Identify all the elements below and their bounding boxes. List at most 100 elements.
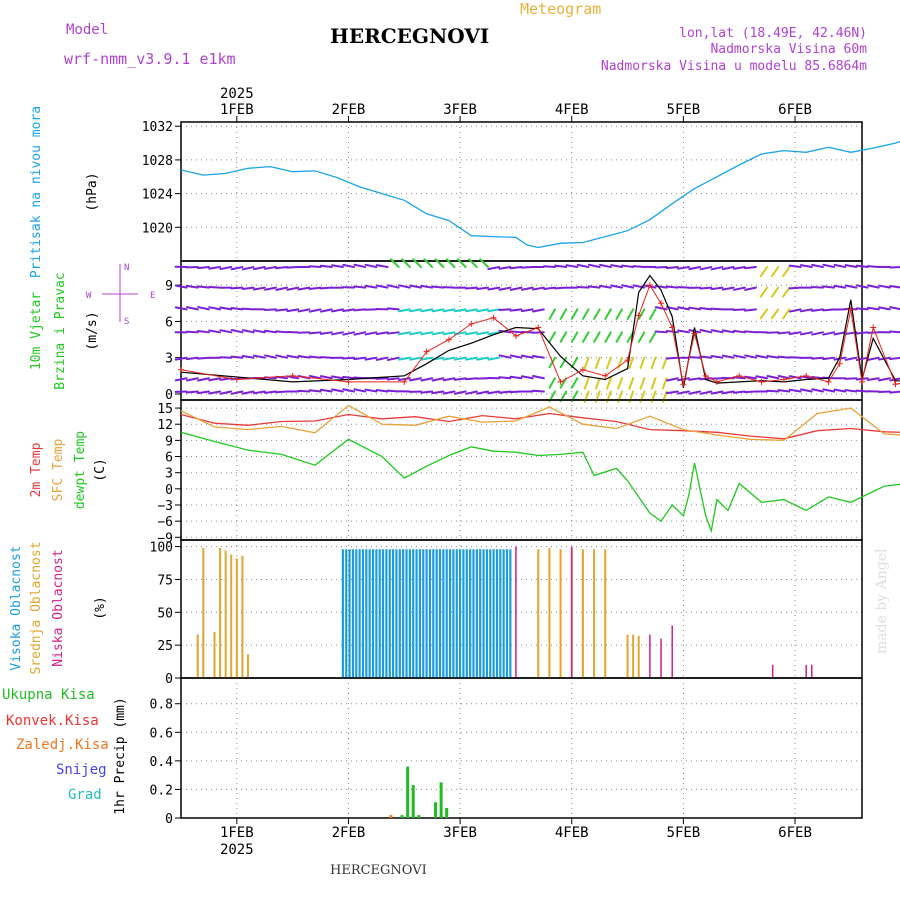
wind-arrow xyxy=(677,266,690,270)
cloud-ylabel-text-1: Visoka Oblacnost xyxy=(9,545,24,670)
wind-arrow xyxy=(770,266,780,278)
wind-arrow xyxy=(777,389,791,393)
gust-marker xyxy=(423,348,430,355)
wind-arrow xyxy=(364,284,378,289)
wind-arrow xyxy=(699,266,713,271)
wind-arrow xyxy=(196,266,210,270)
wind-arrow xyxy=(520,286,534,291)
wind-arrow xyxy=(342,375,356,380)
wind-arrow xyxy=(241,307,255,311)
gust-marker xyxy=(345,378,352,385)
wind-arrow xyxy=(531,286,545,291)
panel-frame xyxy=(180,121,863,262)
wind-arrow xyxy=(230,390,244,395)
wind-arrow xyxy=(710,390,724,395)
wind-arrow xyxy=(732,308,746,312)
wind-arrow xyxy=(777,331,791,335)
temp-ylabel-3: dewpt Temp xyxy=(73,431,88,509)
wind-arrow xyxy=(710,286,724,291)
wind-arrow xyxy=(799,264,813,269)
gust-marker xyxy=(680,381,687,388)
wind-arrow xyxy=(866,284,880,289)
wind-arrow xyxy=(185,390,199,394)
wind-arrow xyxy=(252,390,266,395)
wind-arrow xyxy=(889,377,900,382)
precip-bar xyxy=(445,808,449,818)
y-tick-label: −9 xyxy=(157,531,173,546)
wind-arrow xyxy=(788,331,802,335)
wind-arrow xyxy=(375,264,389,269)
wind-arrow xyxy=(855,389,869,393)
wind-arrow xyxy=(398,284,411,289)
wind-arrow xyxy=(241,355,255,359)
wind-arrow xyxy=(431,285,445,289)
wind-arrow xyxy=(420,331,434,336)
gust-marker xyxy=(825,378,832,385)
wind-arrow xyxy=(520,354,534,359)
y-tick-label: 0.8 xyxy=(150,698,173,713)
model-name: wrf-nmm_v3.9.1 e1km xyxy=(64,50,236,68)
wind-arrow xyxy=(548,308,556,320)
cloud-unit-text: (%) xyxy=(93,596,108,619)
wind-arrow xyxy=(559,356,568,369)
wind-arrow xyxy=(576,263,590,269)
y-tick-label: 0 xyxy=(165,812,173,827)
wind-arrow xyxy=(219,306,233,311)
wind-arrow xyxy=(744,286,757,291)
wind-arrow xyxy=(604,331,612,343)
cloud-unit: (%) xyxy=(93,596,108,619)
wind-arrow xyxy=(342,308,356,312)
wind-arrow xyxy=(878,306,891,311)
wind-arrow xyxy=(241,329,255,334)
wind-arrow xyxy=(442,356,456,361)
wind-ylabel2: Brzina i Pravac xyxy=(53,272,68,389)
wind-arrow xyxy=(610,284,623,289)
temp-ylabel-2: SFC Temp xyxy=(51,439,66,502)
wind-arrow xyxy=(632,265,646,269)
wind-arrow xyxy=(583,356,590,370)
wind-arrow xyxy=(230,266,244,271)
wind-arrow xyxy=(498,354,512,359)
wind-arrow xyxy=(866,265,880,269)
wind-arrow xyxy=(453,356,467,361)
y-tick-label: 0.6 xyxy=(150,726,173,741)
pressure-unit-text: (hPa) xyxy=(85,172,100,211)
wind-arrow xyxy=(431,308,445,313)
wind-arrow xyxy=(628,356,635,370)
wind-arrow xyxy=(565,264,579,269)
wind-arrow xyxy=(185,306,199,311)
wind-arrow xyxy=(639,377,646,390)
wind-arrow xyxy=(230,286,244,290)
wind-arrow xyxy=(445,258,456,269)
wind-arrow xyxy=(208,377,222,382)
y-tick-label: 6 xyxy=(165,315,173,330)
wind-arrow xyxy=(196,329,210,334)
wind-arrow xyxy=(431,377,445,382)
y-tick-label: 0.4 xyxy=(150,755,174,770)
wind-arrow xyxy=(811,388,824,393)
wind-arrow xyxy=(788,286,802,290)
wind-arrow xyxy=(319,331,333,335)
precip-ylabel-text: 1hr Precip (mm) xyxy=(113,697,128,814)
wind-arrow xyxy=(721,286,735,291)
wind-arrow xyxy=(665,356,679,360)
wind-arrow xyxy=(174,356,188,361)
wind-arrow xyxy=(487,331,501,336)
y-tick-label: 1024 xyxy=(142,188,173,203)
wind-arrow xyxy=(889,356,900,361)
wind-arrow xyxy=(666,377,679,382)
wind-arrow xyxy=(721,354,735,359)
wind-arrow xyxy=(174,306,188,311)
wind-arrow xyxy=(498,266,512,270)
x-top-label: 4FEB xyxy=(555,102,589,118)
y-tick-label: 3 xyxy=(165,352,173,367)
wind-arrow xyxy=(364,356,378,361)
wind-arrow xyxy=(353,263,367,269)
y-tick-label: 1032 xyxy=(142,120,173,135)
wind-arrow xyxy=(476,286,490,291)
y-tick-label: 15 xyxy=(157,402,173,417)
wind-arrow xyxy=(587,285,601,289)
wind-arrow xyxy=(196,356,210,360)
precip-bar xyxy=(434,802,438,818)
wind-arrow xyxy=(570,308,579,320)
